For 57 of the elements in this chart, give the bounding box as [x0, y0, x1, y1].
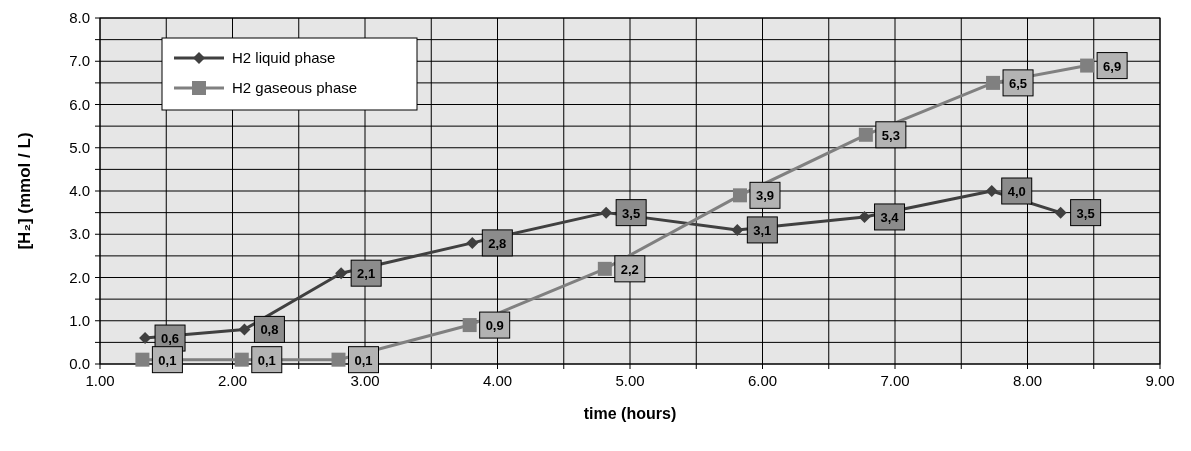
data-label: 3,9 [755, 188, 775, 204]
x-tick-label: 7.00 [880, 372, 910, 389]
data-label: 2,1 [357, 266, 376, 282]
data-label: 0,8 [260, 322, 279, 338]
x-tick-label: 5.00 [615, 372, 645, 389]
legend-label: H2 gaseous phase [232, 79, 358, 96]
data-label: 4,0 [1007, 184, 1026, 199]
point [234, 352, 249, 367]
x-axis-title: time (hours) [583, 405, 677, 422]
y-tick-label: 3.0 [69, 225, 90, 243]
point [135, 352, 150, 367]
x-tick-label: 9.00 [1145, 372, 1175, 389]
point [858, 210, 871, 223]
data-label: 3,4 [880, 209, 900, 225]
data-label: 0,1 [354, 352, 373, 368]
point [732, 188, 747, 203]
point [858, 127, 873, 142]
y-tick-label: 7.0 [69, 52, 90, 70]
point [1080, 58, 1095, 73]
point [331, 352, 346, 367]
data-label: 0,9 [485, 318, 504, 334]
data-label: 0,1 [257, 352, 276, 368]
point [985, 185, 998, 197]
y-tick-label: 2.0 [69, 268, 90, 286]
data-label: 0,6 [161, 331, 180, 347]
x-tick-label: 2.00 [217, 372, 248, 389]
point [462, 318, 477, 333]
y-tick-label: 5.0 [69, 138, 90, 156]
point [1054, 206, 1067, 219]
legend-label: H2 liquid phase [232, 49, 336, 66]
y-tick-label: 0.0 [69, 355, 90, 372]
y-tick-label: 8.0 [69, 9, 90, 26]
data-label: 2,8 [488, 235, 507, 251]
point [335, 267, 348, 280]
y-tick-label: 4.0 [69, 182, 90, 199]
data-label: 0,1 [158, 352, 177, 368]
data-label: 6,9 [1103, 58, 1122, 74]
point [466, 236, 479, 249]
y-tick-label: 6.0 [69, 95, 90, 113]
data-label: 3,5 [622, 205, 641, 221]
point [600, 206, 613, 219]
data-label: 5,3 [881, 127, 900, 143]
x-tick-label: 1.00 [85, 372, 115, 389]
data-label: 3,5 [1076, 205, 1095, 221]
x-tick-label: 4.00 [482, 372, 513, 389]
data-label: 6,5 [1009, 75, 1028, 91]
data-label: 3,1 [753, 222, 772, 238]
point [238, 323, 251, 336]
x-tick-label: 3.00 [350, 372, 380, 389]
point [731, 223, 744, 236]
y-tick-label: 1.0 [69, 311, 90, 329]
y-axis-title: [H₂] (mmol / L) [15, 132, 34, 250]
point [986, 75, 1001, 90]
data-label: 2,2 [620, 261, 639, 277]
x-tick-label: 8.00 [1012, 372, 1043, 389]
x-tick-label: 6.00 [747, 372, 778, 389]
point [597, 261, 612, 276]
